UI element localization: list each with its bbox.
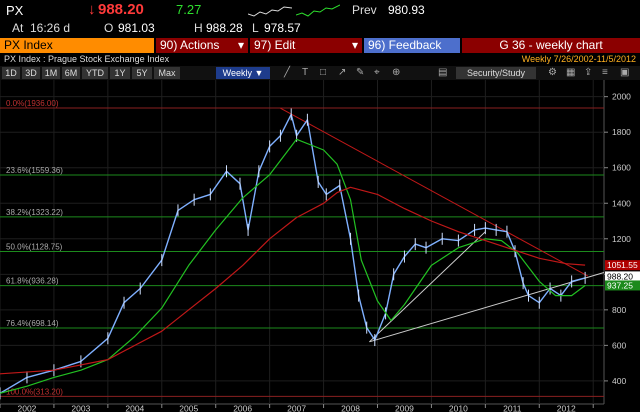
fib-label: 0.0%(1936.00) (6, 99, 59, 108)
ticker: PX (6, 3, 24, 18)
x-tick-label: 2007 (287, 404, 306, 412)
high-label: H (194, 21, 203, 35)
price-label-box (605, 260, 640, 271)
price-label-text: 1051.55 (607, 260, 638, 270)
draw-tool-icon[interactable]: ✎ (356, 67, 365, 78)
price-label-box (605, 280, 640, 291)
trendline (369, 272, 605, 343)
security-study-button[interactable]: Security/Study (456, 67, 536, 79)
security-field[interactable]: PX Index (0, 38, 154, 53)
prev-close: 980.93 (388, 3, 425, 17)
line-tool-icon[interactable]: ╱ (284, 67, 291, 78)
y-tick-label: 1200 (612, 234, 631, 244)
y-tick-label: 1400 (612, 198, 631, 208)
feedback-button[interactable]: 96) Feedback (364, 38, 460, 53)
fibonacci-levels: 0.0%(1936.00) 23.6%(1559.36) 38.2%(1323.22… (0, 99, 604, 397)
series-price (0, 113, 586, 394)
security-description: PX Index : Prague Stock Exchange Index (4, 54, 170, 64)
price-chart[interactable]: 0.0%(1936.00) 23.6%(1559.36) 38.2%(1323.22… (0, 80, 640, 412)
menu-bar: PX Index 90) Actions ▾ 97) Edit ▾ 96) Fe… (0, 38, 640, 53)
range-button-1d[interactable]: 1D (2, 67, 20, 79)
down-arrow-icon: ↓ (88, 1, 96, 18)
sparkline-icon (248, 6, 292, 17)
price-change: 7.27 (176, 2, 202, 17)
y-tick-label: 1600 (612, 163, 631, 173)
x-tick-label: 2008 (341, 404, 360, 412)
range-button-6m[interactable]: 6M (62, 67, 80, 79)
time-value: 16:26 d (30, 21, 71, 35)
subtitle-bar: PX Index : Prague Stock Exchange Index W… (0, 53, 640, 66)
last-price: 988.20 (98, 1, 144, 18)
fib-label: 23.6%(1559.36) (6, 166, 63, 175)
x-tick-label: 2006 (233, 404, 252, 412)
fib-label: 50.0%(1128.75) (6, 242, 63, 251)
crosshair-tool-icon[interactable]: ⌖ (374, 67, 380, 78)
low-value: 978.57 (264, 21, 301, 35)
quote-header: PX ↓ 988.20 7.27 Prev 980.93 At 16:26 d … (0, 0, 640, 38)
actions-chevron-icon: ▾ (237, 38, 244, 52)
trendlines (280, 107, 605, 343)
high-value: 988.28 (206, 21, 243, 35)
y-tick-label: 600 (612, 340, 626, 350)
legend-icon[interactable]: ▣ (620, 67, 630, 78)
settings-icon[interactable]: ⚙ (548, 67, 557, 78)
period-dropdown[interactable]: Weekly ▼ (216, 67, 270, 79)
price-label-text: 937.25 (607, 280, 633, 290)
fib-label: 38.2%(1323.22) (6, 208, 63, 217)
grid (0, 80, 605, 405)
x-tick-label: 2012 (557, 404, 576, 412)
low-label: L (252, 21, 259, 35)
x-axis: 2002 2003 2004 2005 2006 2007 2008 2009 2010 2011… (0, 404, 594, 412)
chart-title: G 36 - weekly chart (462, 38, 640, 53)
series-ma_long (0, 186, 586, 375)
y-tick-label: 2000 (612, 92, 631, 102)
sparkline-green-icon (296, 4, 340, 17)
y-tick-label: 400 (612, 376, 626, 386)
trendline (369, 231, 486, 343)
price-label-text: 988.20 (607, 271, 633, 281)
series-ma_short (0, 138, 586, 394)
range-button-1m[interactable]: 1M (42, 67, 60, 79)
options-icon[interactable]: ≡ (602, 67, 608, 78)
actions-menu[interactable]: 90) Actions ▾ (156, 38, 248, 53)
text-tool-icon[interactable]: T (302, 67, 309, 78)
x-tick-label: 2005 (179, 404, 198, 412)
series-lines (0, 108, 586, 400)
open-label: O (104, 21, 114, 35)
fib-label: 100.0%(313.20) (6, 387, 63, 396)
x-tick-label: 2011 (503, 404, 522, 412)
chart-toolbar: 1D 3D 1M 6M YTD 1Y 5Y Max Weekly ▼ ╱ T □ ↗ ✎ ⌖ … (0, 66, 640, 80)
y-tick-label: 1800 (612, 127, 631, 137)
edit-menu[interactable]: 97) Edit ▾ (250, 38, 362, 53)
x-tick-label: 2004 (125, 404, 144, 412)
at-label: At (12, 21, 24, 35)
range-button-5y[interactable]: 5Y (132, 67, 152, 79)
x-tick-label: 2009 (395, 404, 414, 412)
fib-label: 61.8%(936.28) (6, 277, 59, 286)
x-tick-label: 2010 (449, 404, 468, 412)
actions-label: 90) Actions (160, 38, 220, 52)
export-icon[interactable]: ⇪ (584, 67, 593, 78)
edit-chevron-icon: ▾ (351, 38, 358, 52)
x-tick-label: 2003 (71, 404, 90, 412)
zoom-tool-icon[interactable]: ⊕ (392, 67, 401, 78)
table-tool-icon[interactable]: ▤ (438, 67, 448, 78)
edit-label: 97) Edit (254, 38, 296, 52)
shape-tool-icon[interactable]: □ (320, 67, 327, 78)
arrow-tool-icon[interactable]: ↗ (338, 67, 347, 78)
prev-label: Prev (352, 3, 377, 17)
range-button-3d[interactable]: 3D (22, 67, 40, 79)
range-button-1y[interactable]: 1Y (110, 67, 130, 79)
fib-label: 76.4%(698.14) (6, 319, 59, 328)
x-tick-label: 2002 (18, 404, 37, 412)
date-range: Weekly 7/26/2002-11/5/2012 (521, 54, 636, 64)
grid-icon[interactable]: ▦ (566, 67, 576, 78)
price-label-box (605, 271, 640, 282)
trendline (280, 107, 589, 277)
range-button-ytd[interactable]: YTD (82, 67, 108, 79)
range-button-max[interactable]: Max (154, 67, 180, 79)
y-tick-label: 800 (612, 305, 626, 315)
open-value: 981.03 (118, 21, 155, 35)
